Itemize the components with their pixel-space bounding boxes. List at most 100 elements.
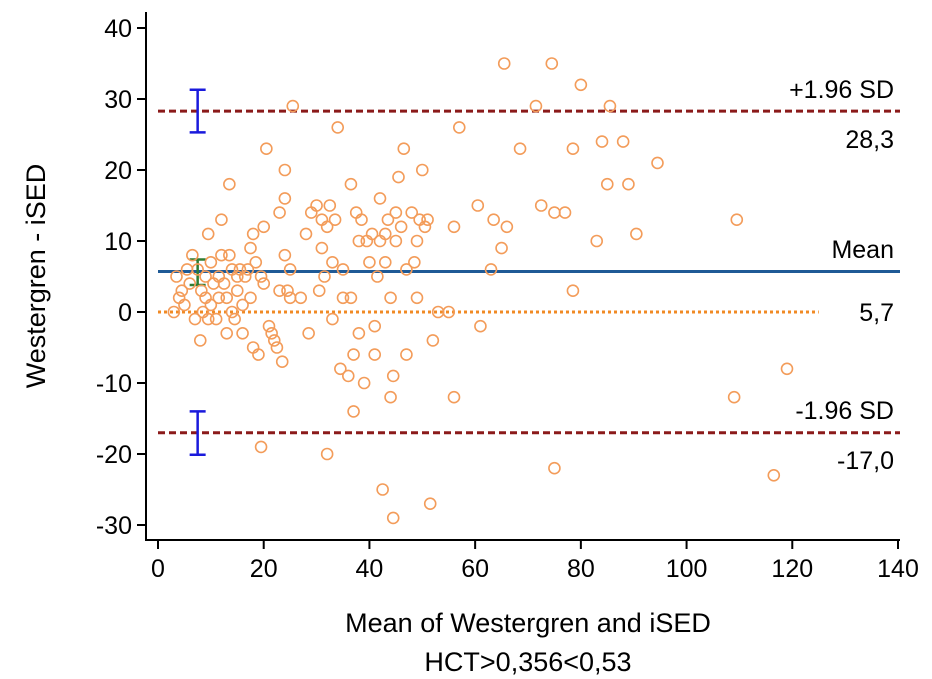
data-point: [315, 241, 329, 255]
data-point: [310, 199, 323, 212]
mean-label: Mean: [831, 236, 894, 264]
data-point: [373, 192, 387, 205]
data-point: [191, 263, 204, 276]
x-tick-label: 0: [151, 555, 165, 583]
data-point: [299, 227, 313, 241]
data-point: [249, 255, 263, 269]
data-point: [548, 461, 561, 475]
data-point: [471, 199, 485, 212]
data-point: [283, 291, 297, 305]
data-point: [447, 390, 461, 404]
data-point: [230, 270, 244, 283]
data-point: [265, 326, 278, 340]
data-point: [283, 263, 297, 276]
data-point: [331, 121, 345, 134]
data-point: [167, 305, 181, 319]
data-point: [254, 440, 268, 454]
data-point: [294, 291, 308, 305]
data-point: [357, 376, 371, 390]
data-point: [386, 511, 400, 525]
data-point: [415, 163, 429, 177]
y-tick-label: -20: [96, 441, 132, 469]
data-point: [320, 447, 334, 461]
data-point: [228, 312, 241, 326]
data-point: [183, 277, 197, 290]
data-point: [400, 348, 413, 361]
data-point: [320, 220, 334, 234]
data-point: [548, 206, 561, 219]
data-point: [355, 213, 368, 226]
x-axis-title: Mean of Westergren and iSED: [345, 608, 711, 638]
data-point: [223, 248, 236, 262]
data-point: [574, 78, 588, 92]
data-point: [426, 334, 440, 347]
data-point: [334, 362, 347, 376]
data-point: [204, 298, 218, 312]
data-point: [215, 213, 228, 226]
data-point: [273, 284, 286, 298]
data-point: [384, 291, 397, 305]
data-point: [513, 142, 527, 155]
data-point: [418, 220, 432, 234]
y-axis-title: Westergren - iSED: [21, 164, 51, 389]
data-point: [767, 468, 781, 482]
data-point: [236, 326, 249, 340]
data-point: [529, 99, 543, 113]
data-point: [188, 312, 202, 326]
data-point: [186, 248, 199, 262]
data-point: [389, 206, 403, 219]
x-tick-label: 60: [461, 555, 489, 583]
data-point: [392, 170, 405, 184]
x-tick-label: 100: [666, 555, 708, 583]
upper-sd-label: +1.96 SD: [789, 76, 894, 104]
data-point: [500, 220, 514, 234]
data-point: [603, 99, 617, 113]
data-point: [727, 390, 741, 404]
data-point: [241, 263, 255, 276]
data-point: [336, 263, 350, 276]
data-point: [286, 99, 300, 113]
plot-axes: -30 -20 -10 0 10 20 30 40 0 20 40 60 80 100 120 140: [96, 12, 919, 583]
data-point: [566, 142, 580, 155]
data-point: [323, 199, 337, 212]
x-tick-label: 140: [877, 555, 919, 583]
data-point: [405, 206, 419, 219]
data-point: [452, 121, 466, 134]
data-point: [260, 142, 273, 155]
data-point: [201, 227, 215, 241]
data-point: [278, 163, 292, 177]
data-point: [344, 177, 358, 191]
data-point: [336, 291, 350, 305]
data-point: [236, 298, 249, 312]
upper-sd-value: 28,3: [845, 126, 894, 154]
data-point: [230, 284, 244, 298]
data-point: [193, 334, 207, 347]
data-point: [371, 270, 384, 283]
data-point: [590, 234, 604, 248]
data-point: [595, 135, 609, 148]
data-point: [201, 312, 215, 326]
data-point: [195, 284, 208, 298]
data-point: [410, 291, 424, 305]
data-point: [447, 220, 461, 234]
lower-sd-value: -17,0: [837, 447, 894, 475]
data-point: [397, 142, 411, 155]
data-point: [365, 227, 379, 241]
data-point: [394, 220, 408, 234]
data-point: [616, 135, 630, 148]
data-point: [344, 291, 358, 305]
data-point: [780, 362, 794, 376]
data-point: [410, 234, 424, 248]
data-point: [352, 234, 366, 248]
data-point: [368, 348, 382, 361]
data-point: [170, 270, 183, 283]
y-tick-label: -30: [96, 512, 132, 540]
data-point: [423, 497, 437, 511]
data-point: [484, 263, 498, 276]
data-point: [651, 156, 664, 170]
ci-bar-upper: [189, 88, 206, 134]
data-point: [212, 291, 226, 305]
data-point: [566, 284, 580, 298]
x-tick-label: 120: [771, 555, 813, 583]
data-point: [244, 241, 257, 255]
